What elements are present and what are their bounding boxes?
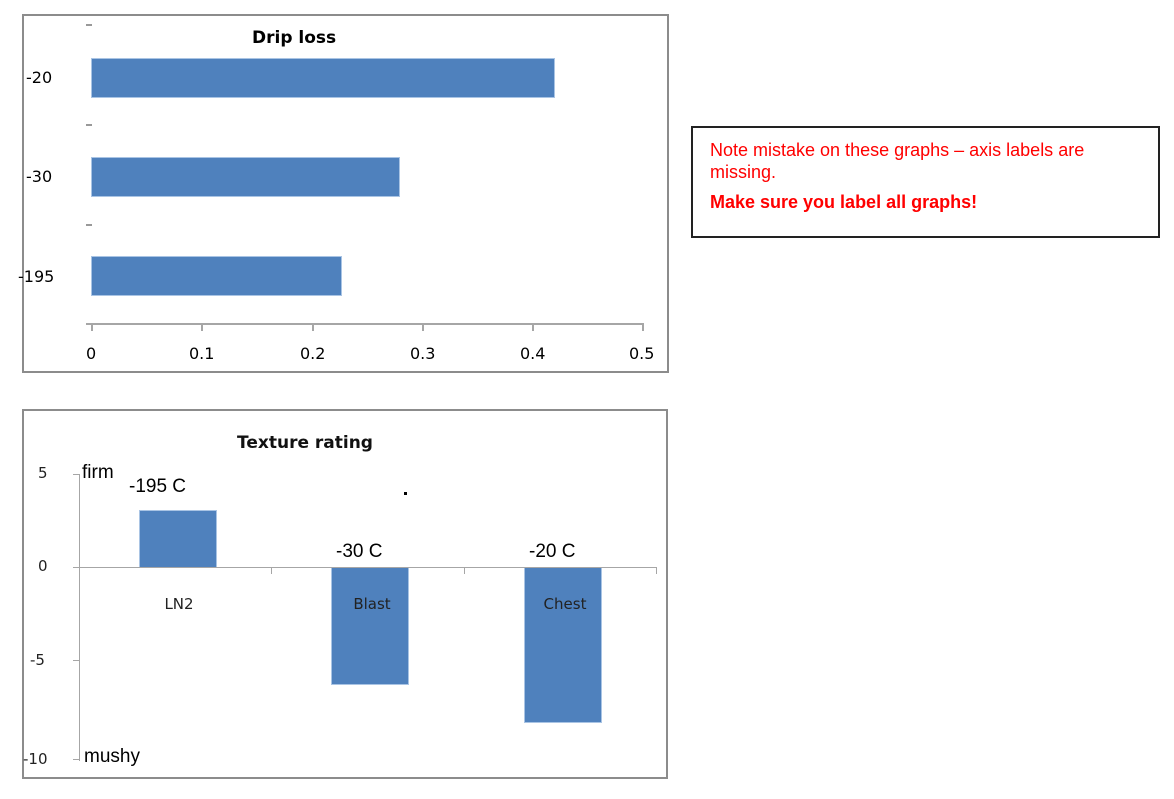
category-tick — [464, 567, 465, 574]
category-tick — [86, 124, 92, 126]
y-tick — [73, 567, 79, 568]
bar-minus-195 — [91, 256, 342, 296]
category-tick — [271, 567, 272, 574]
zero-axis-line — [79, 567, 657, 568]
category-tick — [656, 567, 657, 574]
category-tick — [86, 224, 92, 226]
x-tick-label: 0 — [86, 344, 97, 363]
x-tick-label: 0.2 — [300, 344, 326, 363]
category-label: -195 — [18, 267, 55, 286]
x-tick — [201, 323, 203, 331]
x-tick-label: 0.3 — [410, 344, 436, 363]
bar-chest — [524, 567, 602, 723]
y-tick — [73, 759, 79, 760]
y-tick-label: -10 — [23, 750, 48, 768]
category-label-ln2: LN2 — [164, 595, 194, 613]
category-label: -20 — [26, 68, 53, 87]
y-tick-label: 5 — [38, 464, 48, 482]
y-axis-line — [79, 474, 80, 761]
y-tick — [73, 660, 79, 661]
x-tick-label: 0.5 — [629, 344, 655, 363]
y-tick-label: 0 — [38, 557, 48, 575]
chart-title: Texture rating — [237, 433, 373, 453]
y-tick-label: -5 — [30, 651, 45, 669]
mushy-label: mushy — [84, 746, 140, 767]
x-tick — [312, 323, 314, 331]
y-tick — [73, 474, 79, 475]
x-tick — [532, 323, 534, 331]
bar-ln2 — [139, 510, 217, 568]
chart-title: Drip loss — [252, 28, 337, 48]
category-label: -30 — [26, 167, 53, 186]
texture-rating-chart: Texture rating 5 0 -5 -10 firm mushy LN2… — [22, 409, 668, 779]
note-box: Note mistake on these graphs – axis labe… — [691, 126, 1160, 238]
x-tick — [422, 323, 424, 331]
bar-annotation-chest: -20 C — [529, 541, 576, 562]
bar-blast — [331, 567, 409, 685]
bar-annotation-blast: -30 C — [336, 541, 383, 562]
x-axis-line — [86, 323, 644, 325]
bar-annotation-ln2: -195 C — [129, 476, 187, 497]
category-label-chest: Chest — [543, 595, 587, 613]
x-tick — [642, 323, 644, 331]
note-instruction-text: Make sure you label all graphs! — [710, 192, 978, 212]
category-label-blast: Blast — [353, 595, 391, 613]
firm-label: firm — [82, 462, 114, 483]
bar-minus-20 — [91, 58, 555, 98]
bar-minus-30 — [91, 157, 400, 197]
x-tick — [91, 323, 93, 331]
stray-mark — [404, 492, 407, 495]
category-tick — [86, 24, 92, 26]
x-tick-label: 0.4 — [520, 344, 546, 363]
drip-loss-chart: Drip loss -20 -30 -195 0 0.1 0.2 0.3 0.4… — [18, 14, 669, 373]
x-tick-label: 0.1 — [189, 344, 215, 363]
note-warning-text: Note mistake on these graphs – axis labe… — [710, 140, 1085, 182]
